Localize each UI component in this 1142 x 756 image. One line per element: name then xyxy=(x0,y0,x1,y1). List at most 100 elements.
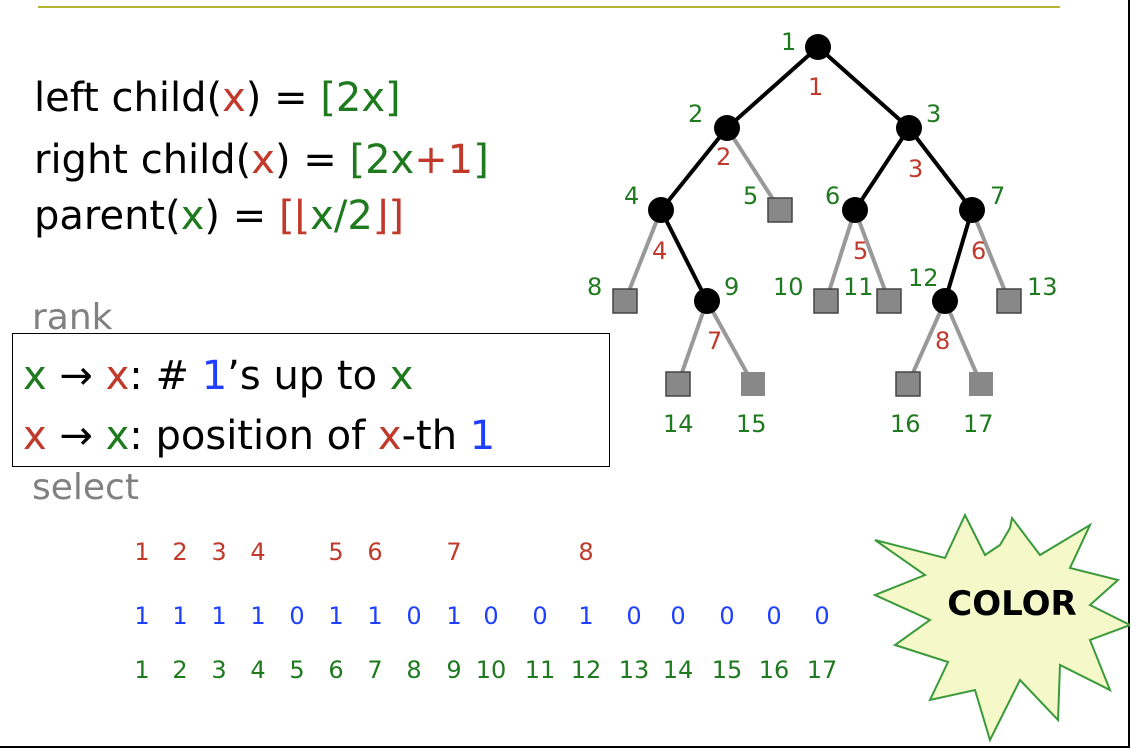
position-value: 6 xyxy=(328,656,344,684)
node-index-label: 3 xyxy=(926,100,941,128)
slide: left child(x) = [2x] right child(x) = [2… xyxy=(0,0,1130,748)
tree-node-7 xyxy=(959,197,985,223)
node-rank-label: 6 xyxy=(971,237,986,265)
rank-value: 3 xyxy=(211,538,227,566)
node-index-label: 6 xyxy=(825,182,840,210)
node-index-label: 2 xyxy=(688,100,703,128)
title-underline xyxy=(38,6,1060,8)
node-index-label: 16 xyxy=(890,410,921,438)
rank-label: rank xyxy=(32,297,113,338)
position-value: 17 xyxy=(806,656,838,684)
position-value: 3 xyxy=(211,656,227,684)
node-index-label: 1 xyxy=(781,28,796,56)
bit-value: 0 xyxy=(289,602,305,630)
tree-leaf-13 xyxy=(996,288,1022,314)
left-child-formula: left child(x) = [2x] xyxy=(34,75,401,121)
tree-leaf-10 xyxy=(813,288,839,314)
tree-node-3 xyxy=(896,115,922,141)
node-index-label: 15 xyxy=(736,410,767,438)
tree-edge xyxy=(853,208,891,303)
tree-node-6 xyxy=(842,197,868,223)
tree-node-1 xyxy=(805,34,831,60)
position-value: 13 xyxy=(618,656,650,684)
node-index-label: 8 xyxy=(587,273,602,301)
position-value: 14 xyxy=(662,656,694,684)
rank-value: 7 xyxy=(446,538,462,566)
bit-value: 0 xyxy=(532,602,548,630)
parent-formula: parent(x) = [⌊x/2⌋] xyxy=(34,193,404,239)
node-rank-label: 8 xyxy=(935,327,950,355)
color-label: COLOR xyxy=(947,584,1076,624)
bit-value: 1 xyxy=(250,602,266,630)
position-value: 10 xyxy=(475,656,507,684)
bit-value: 0 xyxy=(626,602,642,630)
node-index-label: 12 xyxy=(908,264,939,292)
node-rank-label: 7 xyxy=(707,327,722,355)
position-value: 16 xyxy=(758,656,790,684)
rank-value: 4 xyxy=(250,538,266,566)
position-value: 4 xyxy=(250,656,266,684)
tree-node-2 xyxy=(714,115,740,141)
position-value: 7 xyxy=(367,656,383,684)
tree-leaf-17 xyxy=(969,372,993,396)
tree-edge xyxy=(705,299,755,386)
position-value: 15 xyxy=(711,656,743,684)
bit-value: 1 xyxy=(211,602,227,630)
position-value: 1 xyxy=(134,656,150,684)
node-rank-label: 4 xyxy=(652,237,667,265)
node-index-label: 14 xyxy=(663,410,694,438)
tree-leaf-15 xyxy=(741,372,765,396)
bit-value: 0 xyxy=(406,602,422,630)
tree-leaf-11 xyxy=(876,288,902,314)
position-value: 2 xyxy=(172,656,188,684)
node-index-label: 11 xyxy=(843,273,874,301)
node-index-label: 9 xyxy=(724,273,739,301)
tree-edge xyxy=(676,299,709,386)
rank-value: 8 xyxy=(578,538,594,566)
bit-value: 1 xyxy=(134,602,150,630)
bit-value: 0 xyxy=(719,602,735,630)
select-definition: x → x: position of x-th 1 xyxy=(23,413,496,459)
tree-edge xyxy=(816,45,911,130)
tree-leaf-14 xyxy=(665,371,691,397)
bit-value: 0 xyxy=(483,602,499,630)
node-index-label: 10 xyxy=(773,273,804,301)
bit-value: 0 xyxy=(814,602,830,630)
node-rank-label: 2 xyxy=(716,143,731,171)
bit-value: 1 xyxy=(328,602,344,630)
color-starburst xyxy=(872,512,1130,743)
bit-value: 0 xyxy=(670,602,686,630)
bit-value: 1 xyxy=(367,602,383,630)
tree-edge xyxy=(824,208,857,303)
node-index-label: 7 xyxy=(990,182,1005,210)
tree-node-9 xyxy=(694,288,720,314)
tree-edge xyxy=(943,208,974,303)
tree-edge xyxy=(659,208,709,303)
rank-value: 2 xyxy=(172,538,188,566)
position-value: 12 xyxy=(570,656,602,684)
bit-value: 1 xyxy=(446,602,462,630)
binary-tree-diagram: 1 2 3 4 5 6 7 8 9 10 11 12 13 14 15 16 1… xyxy=(587,28,1130,743)
position-value: 8 xyxy=(406,656,422,684)
tree-edge xyxy=(725,126,782,212)
node-index-label: 13 xyxy=(1027,273,1058,301)
node-index-label: 5 xyxy=(743,182,758,210)
bit-value: 0 xyxy=(766,602,782,630)
right-child-formula: right child(x) = [2x+1] xyxy=(34,137,489,183)
rank-value: 5 xyxy=(328,538,344,566)
node-rank-label: 5 xyxy=(853,237,868,265)
bit-value: 1 xyxy=(172,602,188,630)
tree-edge xyxy=(943,299,983,386)
rank-select-box: x → x: # 1’s up to x x → x: position of … xyxy=(12,333,610,467)
node-index-label: 4 xyxy=(624,182,639,210)
bit-value: 1 xyxy=(578,602,594,630)
position-value: 9 xyxy=(446,656,462,684)
node-rank-label: 1 xyxy=(808,73,823,101)
tree-leaf-16 xyxy=(895,371,921,397)
tree-edge xyxy=(970,208,1011,303)
tree-edge xyxy=(853,126,911,212)
rank-definition: x → x: # 1’s up to x xyxy=(23,353,414,399)
rank-value: 6 xyxy=(367,538,383,566)
position-value: 11 xyxy=(524,656,556,684)
tree-edge xyxy=(659,126,729,212)
